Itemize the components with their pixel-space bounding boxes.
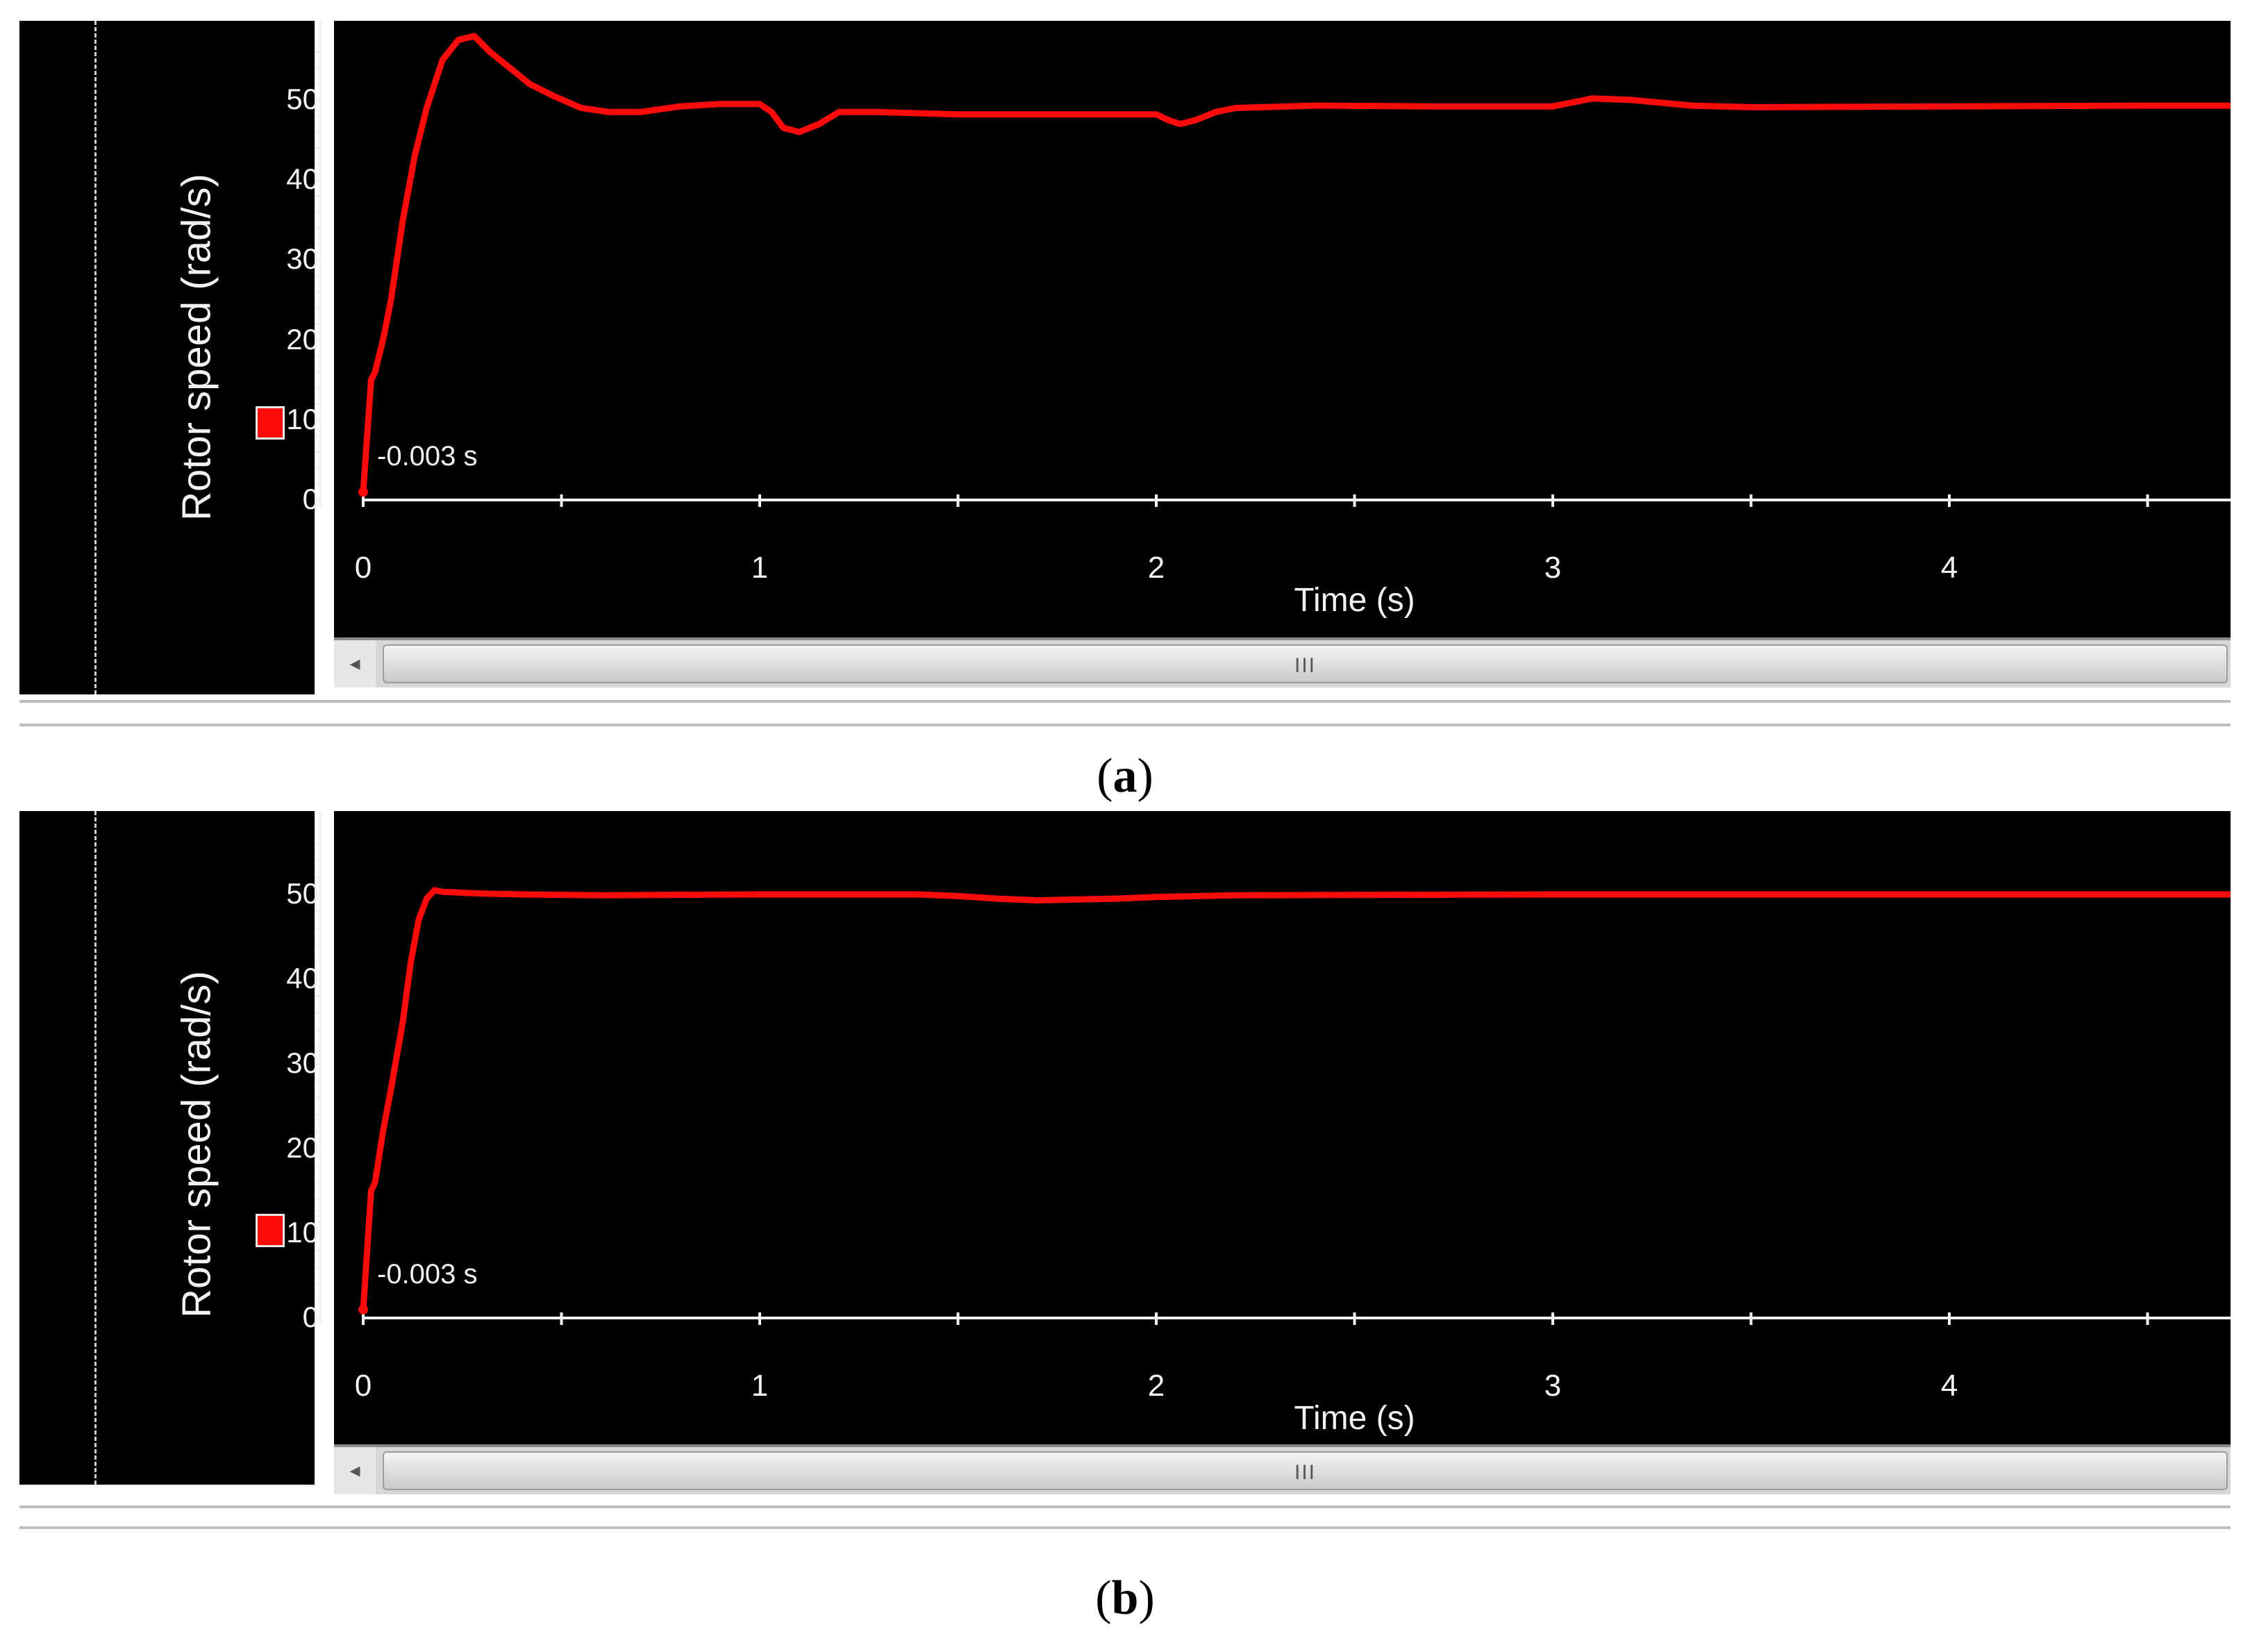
legend-pane: Rotor speed (rad/s) 0 10 20 30 40 50 [19, 811, 319, 1485]
frame-line [19, 1505, 2231, 1508]
series-line [360, 33, 2231, 495]
frame-line [19, 1526, 2231, 1529]
x-axis-title: Time (s) [1294, 1400, 1415, 1437]
x-tick-label: 2 [1148, 1369, 1165, 1403]
plot-svg: 0 1 2 3 4 Time (s) -0.003 s [315, 21, 2231, 639]
y-axis-label: Rotor speed (rad/s) [174, 174, 219, 521]
frame-line [19, 724, 2231, 726]
caption-label: a [1112, 749, 1138, 803]
y-axis-label: Rotor speed (rad/s) [174, 971, 219, 1318]
x-tick-label: 0 [355, 1369, 372, 1403]
plot-svg: 0 1 2 3 4 Time (s) -0.003 s [315, 811, 2231, 1450]
scroll-left-arrow-icon[interactable]: ◂ [334, 640, 376, 687]
series-start-point [358, 1304, 368, 1315]
chart-panel-a: Rotor speed (rad/s) 0 10 20 30 40 50 0 1 2 3 4 Tim… [19, 21, 2231, 743]
scroll-left-arrow-icon[interactable]: ◂ [334, 1447, 376, 1494]
plot-background [334, 21, 2231, 639]
caption-a: (a) [1097, 749, 1153, 803]
y-tick-label: 30 [286, 1046, 319, 1079]
x-tick-label: 2 [1148, 551, 1165, 585]
y-tick-label: 50 [286, 877, 319, 910]
y-tick-label: 10 [286, 1216, 319, 1249]
frame-line [19, 700, 2231, 703]
y-tick-label: 40 [286, 162, 319, 196]
y-tick-label: 10 [286, 402, 319, 435]
x-tick-label: 3 [1544, 1369, 1561, 1403]
dashed-divider [94, 21, 97, 694]
x-tick-label: 4 [1941, 551, 1958, 585]
x-tick-label: 0 [355, 551, 372, 585]
series-color-swatch[interactable] [256, 1214, 285, 1247]
plot-background [334, 811, 2231, 1450]
scroll-grip-icon: III [1294, 1461, 1317, 1484]
y-tick-label: 20 [286, 1131, 319, 1164]
scroll-thumb[interactable]: III [383, 644, 2228, 683]
series-start-point [358, 487, 368, 497]
horizontal-scrollbar[interactable]: ◂ III [334, 1444, 2231, 1494]
x-tick-label: 4 [1941, 1369, 1958, 1403]
plot-area: 0 1 2 3 4 Time (s) -0.003 s ◂ III [315, 811, 2231, 1533]
x-tick-label: 3 [1544, 551, 1561, 585]
horizontal-scrollbar[interactable]: ◂ III [334, 637, 2231, 687]
plot-area: 0 1 2 3 4 Time (s) -0.003 s ◂ III [315, 21, 2231, 743]
cursor-annotation: -0.003 s [377, 1259, 478, 1290]
x-tick-label: 1 [751, 1369, 768, 1403]
caption-b: (b) [1095, 1571, 1155, 1625]
y-tick-label: 40 [286, 962, 319, 994]
series-line [360, 887, 2231, 1313]
y-tick-label: 50 [286, 83, 319, 115]
y-tick-label: 30 [286, 242, 319, 276]
chart-panel-b: Rotor speed (rad/s) 0 10 20 30 40 50 0 1 2 3 4 Tim… [19, 811, 2231, 1533]
series-color-swatch[interactable] [256, 406, 285, 440]
y-tick-label: 0 [302, 483, 319, 515]
dashed-divider [94, 811, 97, 1485]
x-tick-label: 1 [751, 551, 768, 585]
scroll-grip-icon: III [1294, 654, 1317, 677]
y-tick-label: 20 [286, 322, 319, 356]
x-axis-title: Time (s) [1294, 582, 1415, 619]
caption-label: b [1111, 1571, 1139, 1625]
y-tick-label: 0 [302, 1301, 319, 1333]
scroll-thumb[interactable]: III [383, 1451, 2228, 1490]
legend-pane: Rotor speed (rad/s) 0 10 20 30 40 50 [19, 21, 319, 694]
cursor-annotation: -0.003 s [377, 441, 478, 472]
